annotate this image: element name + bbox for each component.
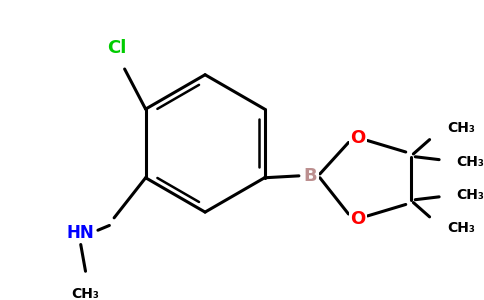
Text: B: B [303,167,317,185]
Text: CH₃: CH₃ [447,121,475,135]
Text: CH₃: CH₃ [72,287,99,300]
Text: Cl: Cl [107,39,127,57]
Text: CH₃: CH₃ [447,221,475,235]
Text: O: O [350,129,366,147]
Text: O: O [350,210,366,228]
Text: CH₃: CH₃ [456,154,484,169]
Text: HN: HN [67,224,94,242]
Text: CH₃: CH₃ [456,188,484,202]
